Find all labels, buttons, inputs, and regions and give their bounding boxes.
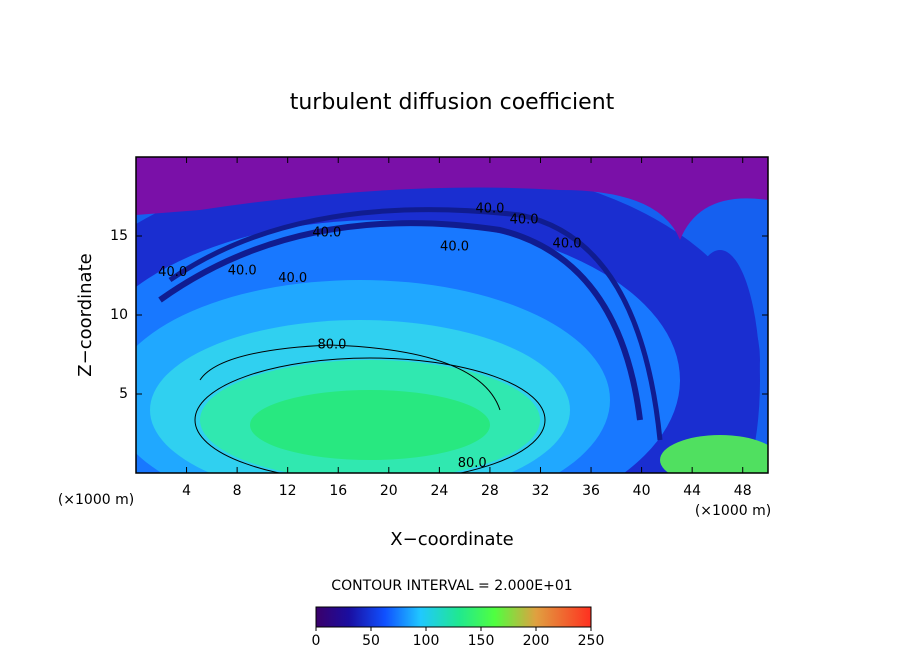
x-tick-label: 8 [233, 483, 242, 499]
contour-label: 40.0 [553, 236, 582, 251]
x-tick-label: 36 [582, 483, 600, 499]
x-tick-label: 32 [532, 483, 550, 499]
x-tick-label: 20 [380, 483, 398, 499]
colorbar-tick-label: 150 [468, 633, 495, 649]
x-tick-label: 28 [481, 483, 499, 499]
colorbar-tick-label: 0 [312, 633, 321, 649]
x-tick-label: 4 [182, 483, 191, 499]
x-unit: (×1000 m) [58, 492, 134, 508]
contour-label: 40.0 [158, 265, 187, 280]
contour-label: 40.0 [475, 202, 504, 217]
contour-label: 40.0 [510, 213, 539, 228]
y-tick-label: 5 [119, 386, 128, 402]
contour-interval: CONTOUR INTERVAL = 2.000E+01 [331, 578, 572, 594]
x-unit-right: (×1000 m) [695, 503, 771, 519]
y-tick-label: 15 [110, 228, 128, 244]
x-tick-label: 40 [633, 483, 651, 499]
x-tick-label: 12 [279, 483, 297, 499]
colorbar-tick-label: 100 [413, 633, 440, 649]
contour-label: 40.0 [440, 240, 469, 255]
x-tick-label: 44 [683, 483, 701, 499]
colorbar [315, 606, 592, 628]
colorbar-tick-label: 50 [362, 633, 380, 649]
contour-label: 40.0 [278, 271, 307, 286]
y-axis-label: Z−coordinate [75, 253, 96, 376]
colorbar-tick-label: 250 [578, 633, 605, 649]
x-tick-label: 16 [329, 483, 347, 499]
chart-title: turbulent diffusion coefficient [290, 90, 615, 115]
contour-label: 80.0 [317, 338, 346, 353]
contour-label: 40.0 [312, 225, 341, 240]
contour-label: 80.0 [458, 456, 487, 471]
x-axis-label: X−coordinate [390, 529, 513, 550]
x-tick-label: 48 [734, 483, 752, 499]
y-tick-label: 10 [110, 307, 128, 323]
contour-label: 40.0 [228, 263, 257, 278]
colorbar-tick-label: 200 [523, 633, 550, 649]
x-tick-label: 24 [430, 483, 448, 499]
field [136, 157, 768, 473]
